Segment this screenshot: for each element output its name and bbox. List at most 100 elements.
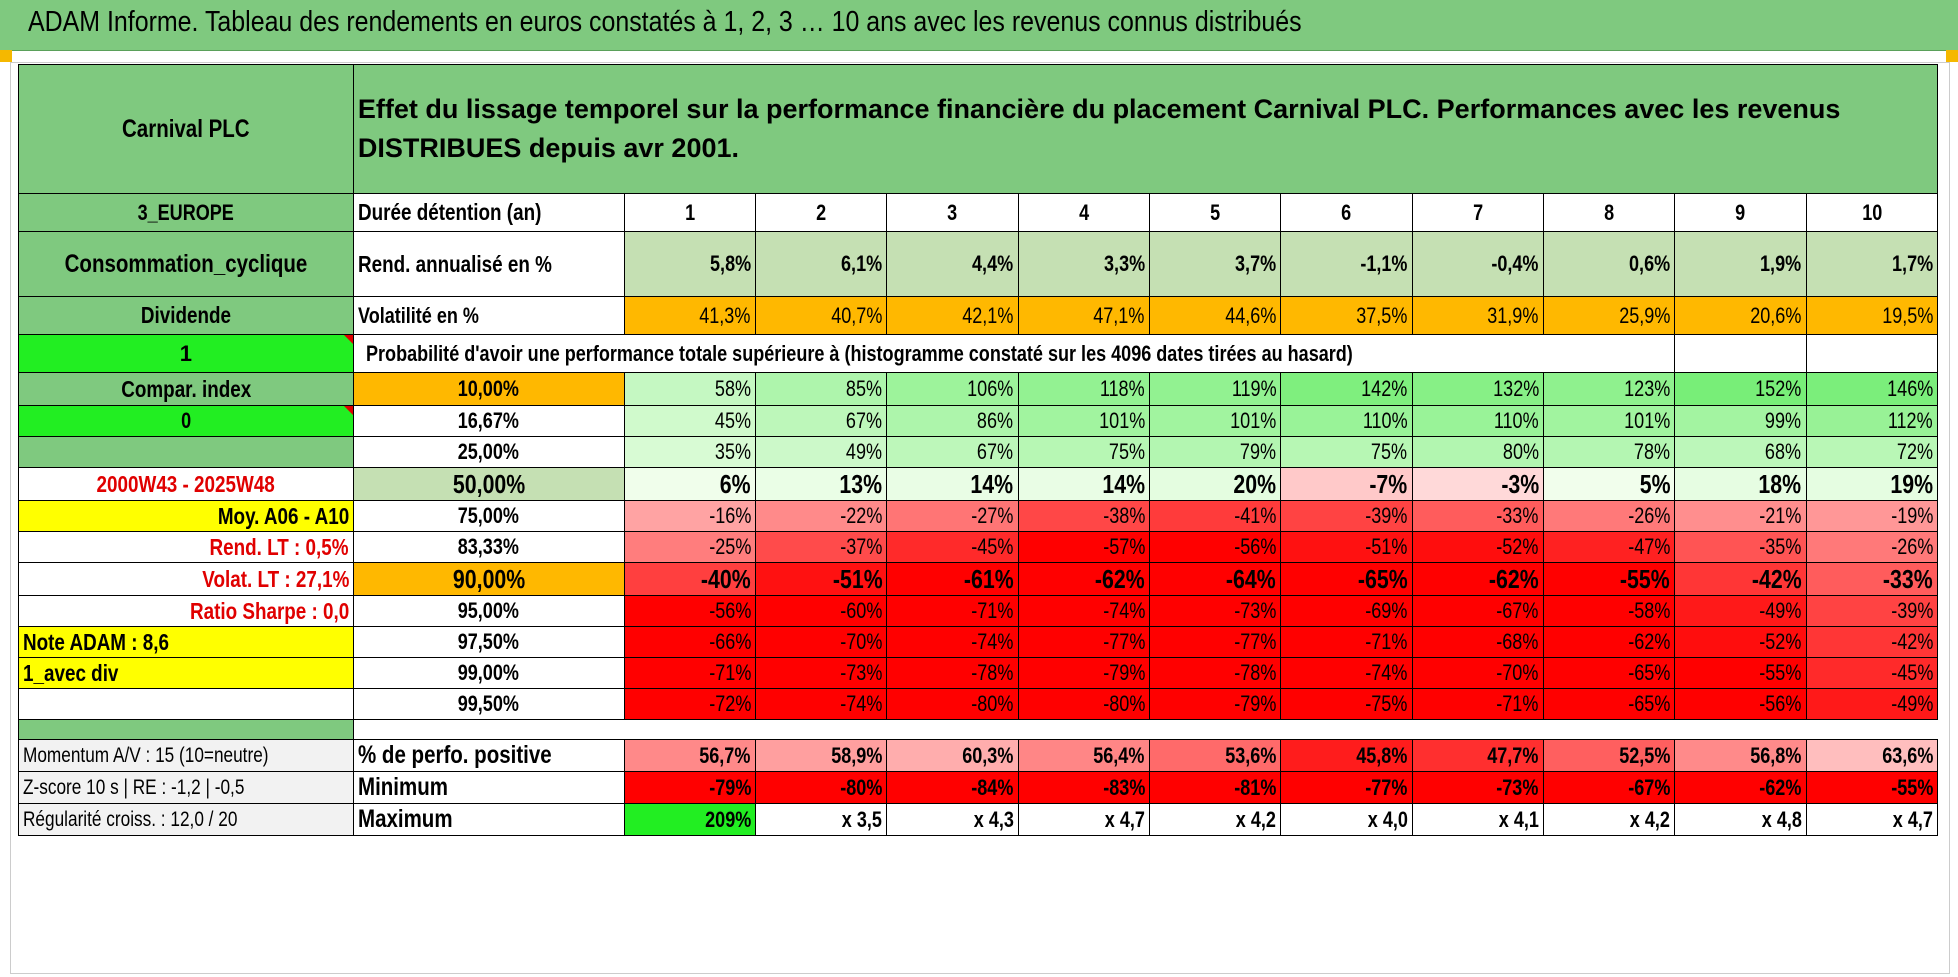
- summary-row: Z-score 10 s | RE : -1,2 | -0,5 Minimum -7…: [18, 771, 1938, 804]
- duree-label: Durée détention (an): [352, 193, 625, 232]
- rend-lt-label: Rend. LT : 0,5%: [18, 531, 354, 563]
- summary-value: -55%: [1805, 771, 1938, 804]
- quantile-value: -16%: [623, 500, 756, 532]
- corner-marker-left: [0, 50, 12, 62]
- quantile-value: 132%: [1411, 372, 1544, 406]
- percentile-label: 99,00%: [352, 657, 625, 689]
- corner-marker-right: [1946, 50, 1958, 62]
- vol-value: 37,5%: [1280, 296, 1413, 335]
- rend-value: -1,1%: [1280, 231, 1413, 297]
- quantile-value: 67%: [886, 436, 1019, 468]
- quantile-value: 75%: [1017, 436, 1150, 468]
- year-header: 6: [1280, 193, 1413, 232]
- quantile-value: 99%: [1674, 405, 1807, 437]
- percentile-label: 16,67%: [352, 405, 625, 437]
- quantile-value: -42%: [1674, 562, 1807, 596]
- quantile-value: 6%: [623, 467, 756, 501]
- quantile-value: -55%: [1542, 562, 1676, 596]
- summary-value: x 4,7: [1017, 803, 1150, 836]
- quantile-value: 58%: [623, 372, 756, 406]
- quantile-value: -65%: [1280, 562, 1413, 596]
- quantile-value: -26%: [1805, 531, 1938, 563]
- summary-left-label: Régularité croiss. : 12,0 / 20: [18, 803, 354, 836]
- quantile-value: 119%: [1148, 372, 1282, 406]
- quantile-value: -62%: [1411, 562, 1544, 596]
- quantile-value: 110%: [1411, 405, 1544, 437]
- empty-cell: [1674, 334, 1807, 373]
- vol-value: 20,6%: [1674, 296, 1807, 335]
- year-header: 8: [1542, 193, 1676, 232]
- quantile-value: 85%: [754, 372, 888, 406]
- quantile-value: -35%: [1674, 531, 1807, 563]
- quantile-value: -64%: [1148, 562, 1282, 596]
- summary-left-label: Z-score 10 s | RE : -1,2 | -0,5: [18, 771, 354, 804]
- quantile-row: 25,00% 35% 49% 67% 75% 79% 75% 80% 78% 68% 72%: [18, 436, 1938, 468]
- summary-left-label: Momentum A/V : 15 (10=neutre): [18, 739, 354, 772]
- quantile-value: 72%: [1805, 436, 1938, 468]
- quantile-value: 142%: [1280, 372, 1413, 406]
- quantile-value: -52%: [1411, 531, 1544, 563]
- quantile-value: 86%: [886, 405, 1019, 437]
- quantile-value: 49%: [754, 436, 888, 468]
- quantile-value: -41%: [1148, 500, 1282, 532]
- summary-row-label: Minimum: [352, 771, 625, 804]
- quantile-value: 146%: [1805, 372, 1938, 406]
- quantile-value: -57%: [1017, 531, 1150, 563]
- quantile-value: 68%: [1674, 436, 1807, 468]
- year-header: 4: [1017, 193, 1150, 232]
- summary-value: -81%: [1148, 771, 1282, 804]
- quantile-value: 67%: [754, 405, 888, 437]
- quantile-value: -45%: [1805, 657, 1938, 689]
- quantile-value: -70%: [754, 626, 888, 658]
- quantile-value: -66%: [623, 626, 756, 658]
- rend-value: 3,7%: [1148, 231, 1282, 297]
- quantile-value: 101%: [1148, 405, 1282, 437]
- description: Effet du lissage temporel sur la perform…: [352, 64, 1939, 194]
- quantile-value: 80%: [1411, 436, 1544, 468]
- quantile-value: -27%: [886, 500, 1019, 532]
- rend-value: 5,8%: [623, 231, 756, 297]
- quantile-value: -47%: [1542, 531, 1676, 563]
- summary-value: -73%: [1411, 771, 1544, 804]
- year-header: 7: [1411, 193, 1544, 232]
- quantile-value: 35%: [623, 436, 756, 468]
- percentile-label: 97,50%: [352, 626, 625, 658]
- percentile-label: 75,00%: [352, 500, 625, 532]
- rend-value: -0,4%: [1411, 231, 1544, 297]
- summary-value: 52,5%: [1542, 739, 1676, 772]
- quantile-row: Compar. index 10,00% 58% 85% 106% 118% 119% 142…: [18, 372, 1938, 406]
- summary-value: x 4,0: [1280, 803, 1413, 836]
- vol-value: 42,1%: [886, 296, 1019, 335]
- percentile-label: 99,50%: [352, 688, 625, 720]
- summary-value: 45,8%: [1280, 739, 1413, 772]
- spacer-row: [18, 719, 1938, 740]
- quantile-value: -56%: [1674, 688, 1807, 720]
- summary-value: -80%: [754, 771, 888, 804]
- quantile-value: -38%: [1017, 500, 1150, 532]
- quantile-value: -78%: [1148, 657, 1282, 689]
- summary-row-label: % de perfo. positive: [352, 739, 625, 772]
- quantile-value: -79%: [1017, 657, 1150, 689]
- summary-value: 209%: [623, 803, 756, 836]
- year-header: 3: [886, 193, 1019, 232]
- quantile-value: -71%: [1411, 688, 1544, 720]
- year-header: 9: [1674, 193, 1807, 232]
- quantile-value: 45%: [623, 405, 756, 437]
- quantile-value: -60%: [754, 595, 888, 627]
- income-type-label: Dividende: [18, 296, 354, 335]
- quantile-value: -77%: [1148, 626, 1282, 658]
- quantile-value: -49%: [1805, 688, 1938, 720]
- rend-label: Rend. annualisé en %: [352, 231, 625, 297]
- quantile-value: -62%: [1542, 626, 1676, 658]
- quantile-value: -51%: [1280, 531, 1413, 563]
- quantile-value: -26%: [1542, 500, 1676, 532]
- summary-value: 47,7%: [1411, 739, 1544, 772]
- summary-value: 60,3%: [886, 739, 1019, 772]
- quantile-value: -7%: [1280, 467, 1413, 501]
- quantile-value: -79%: [1148, 688, 1282, 720]
- rend-row: Consommation_cyclique Rend. annualisé en…: [18, 231, 1938, 297]
- quantile-value: -39%: [1805, 595, 1938, 627]
- percentile-label: 50,00%: [352, 467, 625, 501]
- quantile-value: 20%: [1148, 467, 1282, 501]
- summary-value: x 3,5: [754, 803, 888, 836]
